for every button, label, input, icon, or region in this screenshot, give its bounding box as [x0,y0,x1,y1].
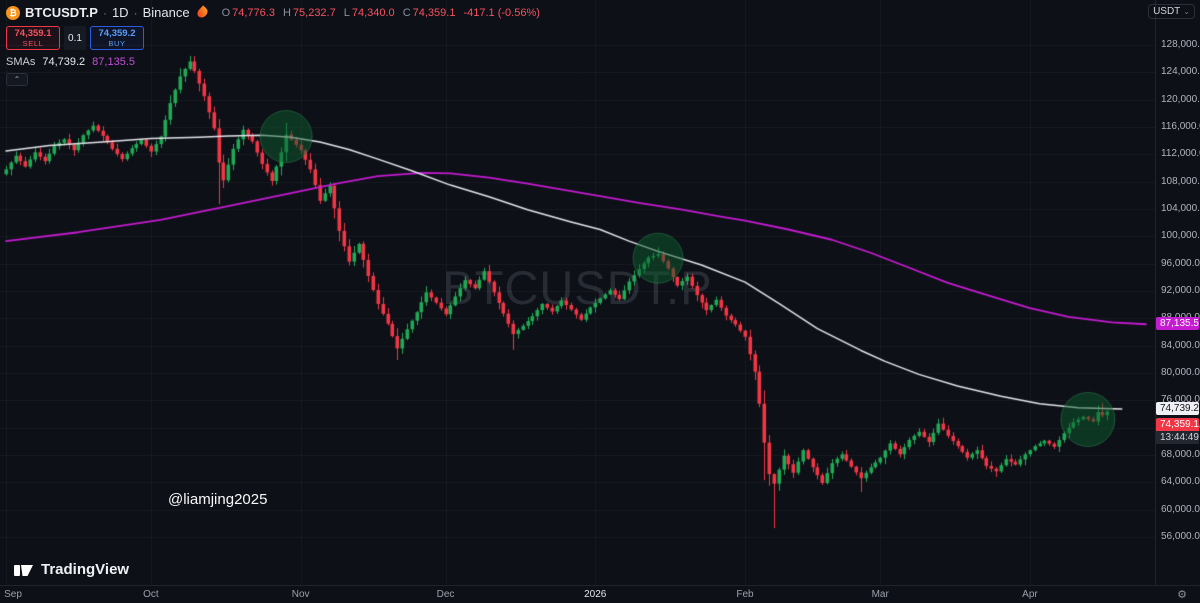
last-price-badge: 74,359.1 13:44:49 [1156,417,1199,444]
open-value: 74,776.3 [232,6,275,19]
sma-indicator-row: SMAs 74,739.2 87,135.5 [6,56,540,68]
price-axis-label: 108,000.0 [1161,175,1200,187]
sma-indicator-label[interactable]: SMAs [6,56,36,68]
price-axis-label: 84,000.0 [1161,339,1200,351]
high-value: 75,232.7 [292,6,336,19]
price-axis-label: 128,000.0 [1161,39,1200,50]
axis-settings-gear-icon[interactable]: ⚙ [1177,589,1187,601]
chart-header: ₿ BTCUSDT.P · 1D · Binance O 74,776.3 H 75… [6,5,540,86]
price-chart-canvas[interactable] [0,0,1155,585]
exchange-label: Binance [142,5,190,20]
time-axis-label: Nov [291,589,310,600]
tradingview-logo-text: TradingView [41,561,130,578]
volatility-flame-icon [194,5,210,20]
price-axis-label: 68,000.0 [1161,449,1200,460]
separator-dot: · [102,5,107,20]
bitcoin-logo-icon: ₿ [6,5,20,20]
price-axis-label: 60,000.0 [1161,503,1200,515]
time-axis-label: Feb [736,589,754,600]
low-value: 74,340.0 [351,6,395,19]
currency-label: USDT [1153,6,1181,17]
sell-button[interactable]: 74,359.1 SELL [6,26,60,50]
time-axis-label: 2026 [584,589,607,600]
trade-panel: 74,359.1 SELL 0.1 74,359.2 BUY [6,26,540,50]
buy-button[interactable]: 74,359.2 BUY [90,26,144,50]
currency-selector[interactable]: USDT ⌄ [1148,4,1195,19]
price-axis[interactable]: 128,000.0 124,000.0 120,000.0 116,000.0 112,… [1155,0,1200,585]
price-axis-label: 92,000.0 [1161,285,1200,296]
ohlc-readout: O 74,776.3 H 75,232.7 L 74,340.0 C 74,359.1 … [221,6,540,19]
price-axis-label: 120,000.0 [1161,93,1200,105]
interval-label[interactable]: 1D [111,5,129,20]
price-axis-label: 100,000.0 [1161,230,1200,242]
time-axis-label: Apr [1022,589,1038,600]
chevron-down-icon: ⌄ [1183,7,1190,16]
sma-price-badge: 74,739.2 [1156,401,1199,415]
tradingview-logo-icon [14,565,33,576]
symbol-title[interactable]: BTCUSDT.P [25,5,98,20]
sma-fast-value: 74,739.2 [42,56,86,68]
price-axis-label: 96,000.0 [1161,257,1200,269]
price-axis-label: 116,000.0 [1161,121,1200,132]
time-axis[interactable]: ⚙ Sep Oct Nov Dec 2026 Feb Mar Apr [0,585,1200,603]
price-axis-label: 112,000.0 [1161,148,1200,160]
price-axis-label: 56,000.0 [1161,531,1200,542]
collapse-indicators-button[interactable]: ⌃ [6,73,28,86]
quantity-field[interactable]: 0.1 [64,26,86,50]
price-axis-label: 124,000.0 [1161,66,1200,78]
time-axis-label: Dec [436,589,455,600]
time-axis-label: Oct [143,589,159,600]
sma-slow-value: 87,135.5 [92,56,135,68]
separator-dot: · [133,5,138,20]
tradingview-logo[interactable]: TradingView [13,561,129,578]
close-value: 74,359.1 [412,6,456,19]
change-value: -417.1 (-0.56%) [463,6,540,19]
countdown-timer: 13:44:49 [1156,430,1199,444]
price-axis-label: 76,000.0 [1161,394,1200,406]
time-axis-label: Mar [871,589,889,600]
price-axis-label: 64,000.0 [1161,476,1200,488]
sma-price-badge: 87,135.5 [1156,317,1199,331]
price-axis-label: 80,000.0 [1161,367,1200,378]
symbol-info-row: ₿ BTCUSDT.P · 1D · Binance O 74,776.3 H 75… [6,5,540,20]
time-axis-label: Sep [4,589,22,600]
author-handle-annotation: @liamjing2025 [168,491,268,508]
price-axis-label: 104,000.0 [1161,203,1200,214]
